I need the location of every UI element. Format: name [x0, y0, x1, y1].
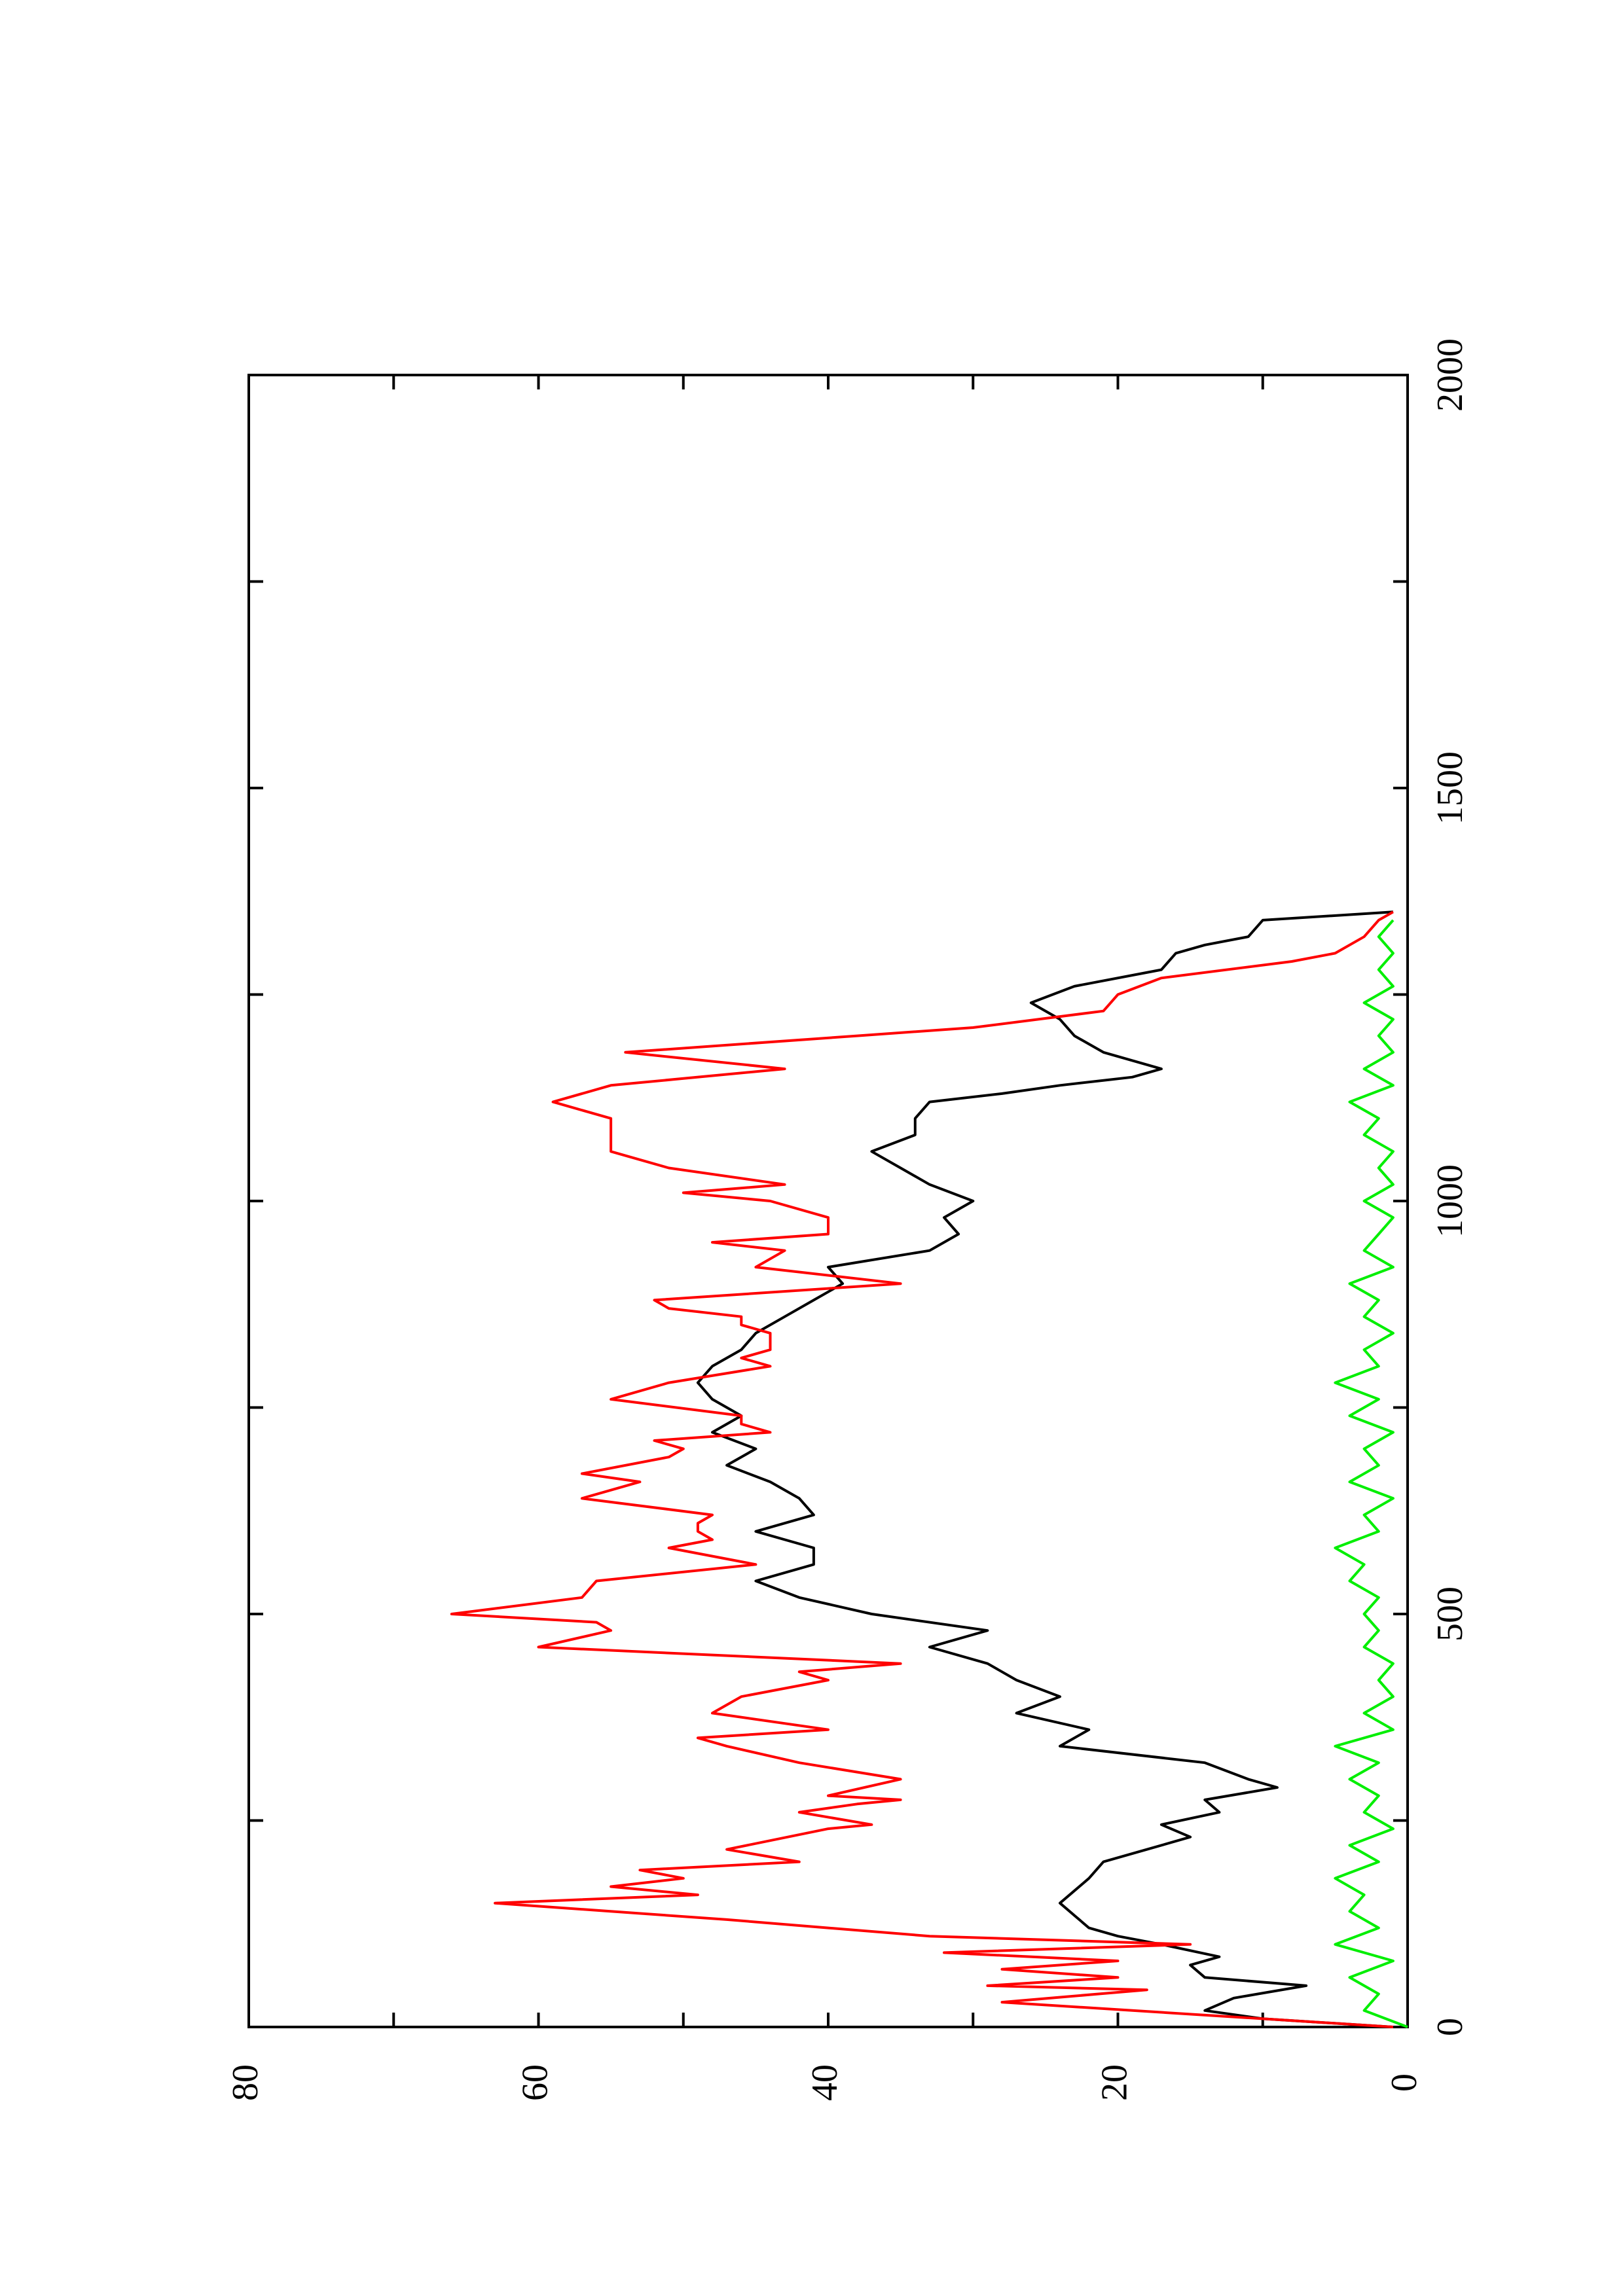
axis-ticks: [247, 374, 1409, 2028]
x-tick-label: 1000: [1430, 1164, 1470, 1238]
axis-tick-labels: 0 500 1000 1500 2000 0 20 40 60 80: [225, 338, 1470, 2101]
series-line-2: [450, 910, 1394, 2028]
x-tick-label: 0: [1430, 2018, 1470, 2036]
series-layer: [450, 910, 1408, 2028]
series-line-3: [1334, 919, 1408, 2028]
y-tick-label: 20: [1094, 2064, 1135, 2101]
plot-frame: [247, 374, 1409, 2028]
y-tick-label: 60: [515, 2064, 555, 2101]
y-tick-label: 80: [225, 2064, 266, 2101]
x-tick-label: 1500: [1430, 751, 1470, 825]
x-tick-label: 2000: [1430, 338, 1470, 412]
y-tick-label: 0: [1384, 2073, 1425, 2092]
y-tick-label: 40: [805, 2064, 845, 2101]
series-line-1: [696, 910, 1394, 2028]
x-tick-label: 500: [1430, 1587, 1470, 1641]
